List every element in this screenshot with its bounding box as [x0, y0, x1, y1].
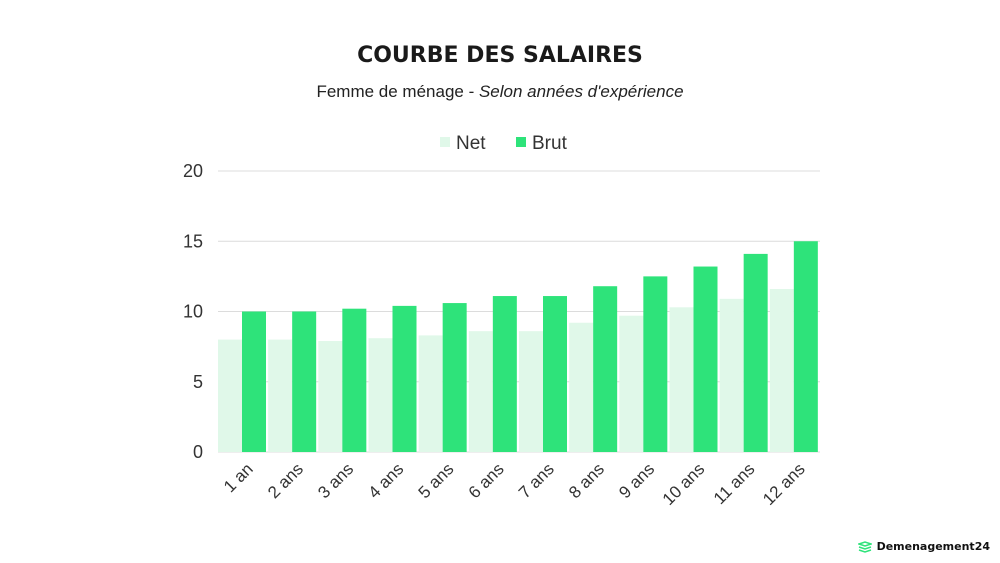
y-tick-label: 0 [193, 442, 203, 462]
bar-brut-10 [693, 266, 718, 452]
bar-brut-9 [643, 276, 668, 452]
x-tick-label: 2 ans [264, 459, 307, 502]
bar-net-8 [569, 322, 594, 452]
y-tick-label: 15 [183, 231, 203, 251]
bar-net-12 [769, 289, 794, 452]
bar-brut-6 [492, 296, 517, 452]
bar-brut-7 [543, 296, 567, 452]
bar-net-3 [318, 341, 343, 452]
chart-subtitle: Femme de ménage - Selon années d'expérie… [316, 82, 683, 101]
x-tick-label: 3 ans [314, 459, 357, 502]
bar-brut-3 [342, 308, 367, 452]
bar-net-5 [418, 335, 443, 452]
brand-name: Demenagement24 [876, 540, 990, 553]
y-axis: 0 5 10 15 20 [183, 161, 203, 462]
brand-logo-icon [857, 540, 872, 553]
bar-net-9 [619, 315, 644, 452]
bar-net-4 [368, 338, 393, 452]
x-tick-label: 7 ans [515, 459, 558, 502]
bar-net-1 [218, 339, 242, 452]
bar-net-10 [669, 307, 694, 452]
x-tick-label: 6 ans [465, 459, 508, 502]
brand-logo: Demenagement24 [857, 540, 990, 553]
x-tick-label: 5 ans [415, 459, 458, 502]
bar-brut-5 [442, 303, 467, 452]
x-tick-label: 10 ans [659, 459, 709, 509]
x-axis: 1 an 2 ans 3 ans 4 ans 5 ans 6 ans 7 ans 8 ans 9… [220, 459, 809, 509]
bar-brut-11 [743, 253, 768, 452]
chart-subtitle-main: Femme de ménage - [316, 82, 479, 101]
bar-net-11 [719, 298, 744, 452]
bar-net-2 [268, 339, 293, 452]
legend-label-brut: Brut [532, 133, 568, 154]
legend-swatch-brut [516, 137, 526, 147]
legend-swatch-net [440, 137, 450, 147]
legend: Net Brut [440, 133, 568, 154]
y-tick-label: 20 [183, 161, 203, 181]
bar-brut-2 [292, 311, 317, 452]
bars [218, 241, 818, 452]
y-tick-label: 5 [193, 372, 203, 392]
bar-brut-4 [392, 305, 417, 452]
bar-brut-12 [793, 241, 818, 452]
legend-label-net: Net [456, 133, 486, 154]
x-tick-label: 12 ans [759, 459, 809, 509]
chart-title: COURBE DES SALAIRES [357, 43, 643, 68]
bar-net-7 [519, 331, 543, 452]
bar-net-6 [468, 331, 493, 452]
y-tick-label: 10 [183, 302, 203, 322]
bar-brut-8 [593, 286, 618, 452]
x-tick-label: 1 an [220, 459, 257, 496]
bar-brut-1 [242, 311, 266, 452]
x-tick-label: 11 ans [710, 459, 759, 508]
x-tick-label: 4 ans [364, 459, 407, 502]
x-tick-label: 8 ans [565, 459, 608, 502]
x-tick-label: 9 ans [615, 459, 658, 502]
chart-subtitle-italic: Selon années d'expérience [479, 82, 684, 101]
